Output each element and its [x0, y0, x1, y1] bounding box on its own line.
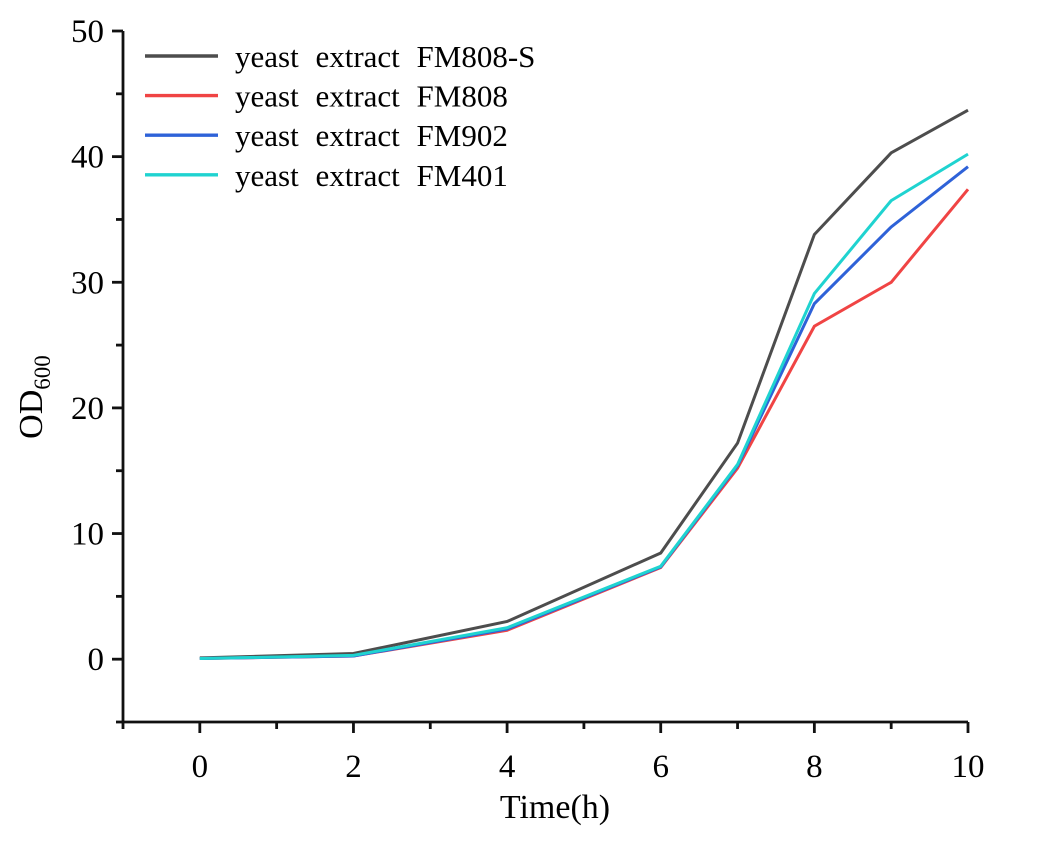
- series-line-1: [199, 108, 969, 660]
- series-line-3: [199, 165, 969, 661]
- x-tick-label: 0: [192, 749, 209, 785]
- legend-label-2: yeast extract FM808: [235, 79, 508, 114]
- y-tick-label: 30: [71, 265, 104, 301]
- y-axis-title: OD600: [13, 355, 55, 439]
- series-line-4: [199, 152, 969, 661]
- x-tick-label: 10: [952, 749, 985, 785]
- x-tick-label: 4: [499, 749, 516, 785]
- axes: 0 2 4 6 8 10 0 10 20 30 40 50: [71, 14, 985, 785]
- y-tick-label: 20: [71, 391, 104, 427]
- x-tick-label: 2: [345, 749, 362, 785]
- x-tick-label: 8: [806, 749, 823, 785]
- y-axis-title-main: OD: [13, 390, 50, 439]
- legend-label-1: yeast extract FM808-S: [235, 39, 535, 74]
- y-tick-label: 50: [71, 14, 104, 50]
- legend-label-4: yeast extract FM401: [235, 158, 508, 193]
- y-axis-title-subscript: 600: [30, 355, 55, 390]
- series-lines: [199, 108, 970, 661]
- x-tick-label: 6: [652, 749, 669, 785]
- legend-label-3: yeast extract FM902: [235, 118, 508, 153]
- y-tick-label: 40: [71, 140, 104, 176]
- x-axis-title: Time(h): [500, 789, 610, 826]
- legend: yeast extract FM808-S yeast extract FM808…: [145, 39, 535, 193]
- y-tick-label: 10: [71, 517, 104, 553]
- y-tick-label: 0: [88, 642, 105, 678]
